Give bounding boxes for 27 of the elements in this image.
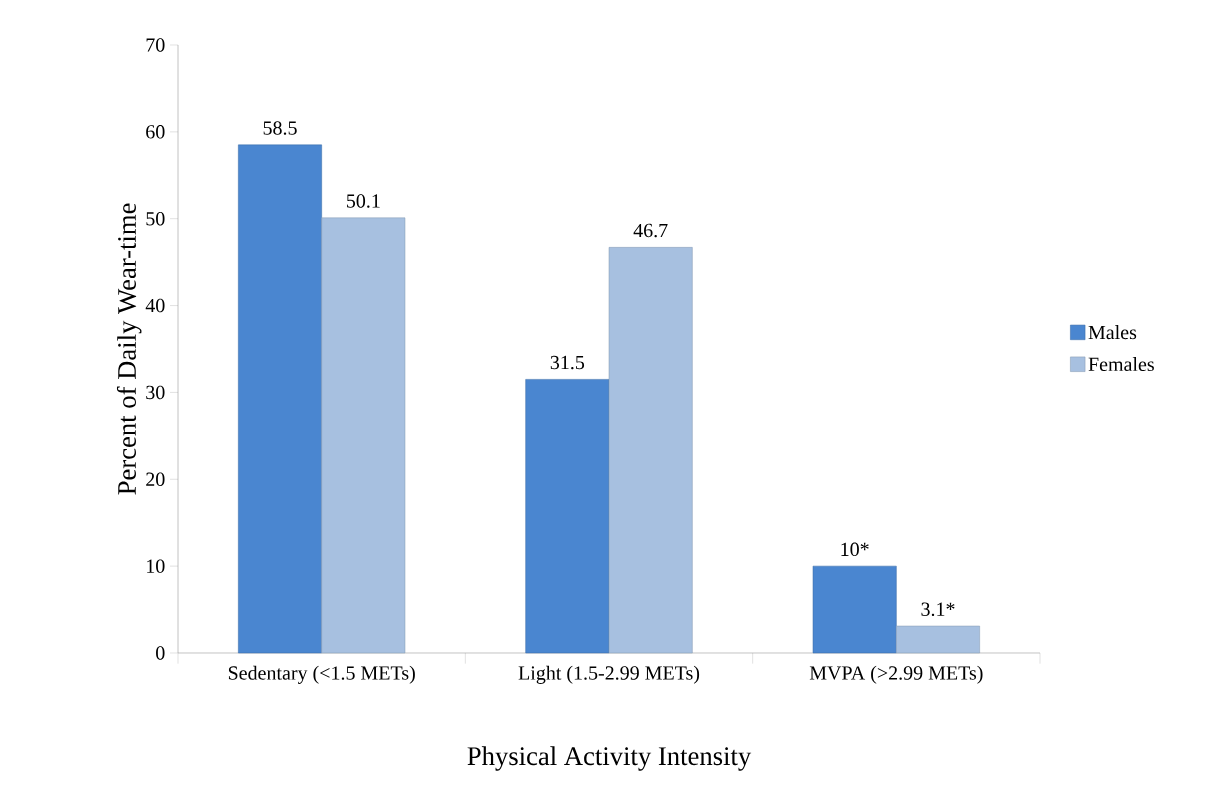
x-tick-label: MVPA (>2.99 METs)	[809, 665, 983, 684]
legend-label: Males	[1088, 325, 1137, 340]
y-tick-label: 60	[146, 125, 165, 139]
y-tick-label: 10	[147, 559, 165, 573]
data-label: 3.1*	[921, 602, 955, 617]
x-axis-title: Physical Activity Intensity	[467, 746, 752, 771]
data-label: 31.5	[550, 355, 585, 370]
bar	[812, 565, 897, 654]
bar	[238, 144, 322, 654]
bar	[896, 625, 980, 654]
data-label: 46.7	[633, 223, 668, 238]
y-tick-label: 70	[146, 38, 165, 52]
data-label: 50.1	[347, 194, 380, 208]
x-tick-label: Sedentary (<1.5 METs)	[228, 665, 415, 684]
y-tick-label: 0	[156, 646, 165, 660]
x-tick-label: Light (1.5-2.99 METs)	[518, 665, 700, 684]
bar	[321, 217, 406, 654]
y-tick-label: 30	[146, 385, 165, 400]
data-label: 58.5	[263, 121, 297, 135]
bar	[608, 247, 693, 654]
legend-label: Females	[1088, 357, 1154, 372]
y-tick-label: 40	[145, 298, 165, 313]
y-tick-label: 50	[146, 211, 165, 226]
bar	[525, 379, 610, 654]
y-axis-title: Percent of Daily Wear-time	[116, 203, 142, 495]
y-tick-label: 20	[146, 472, 165, 487]
data-label: 10*	[841, 542, 869, 557]
